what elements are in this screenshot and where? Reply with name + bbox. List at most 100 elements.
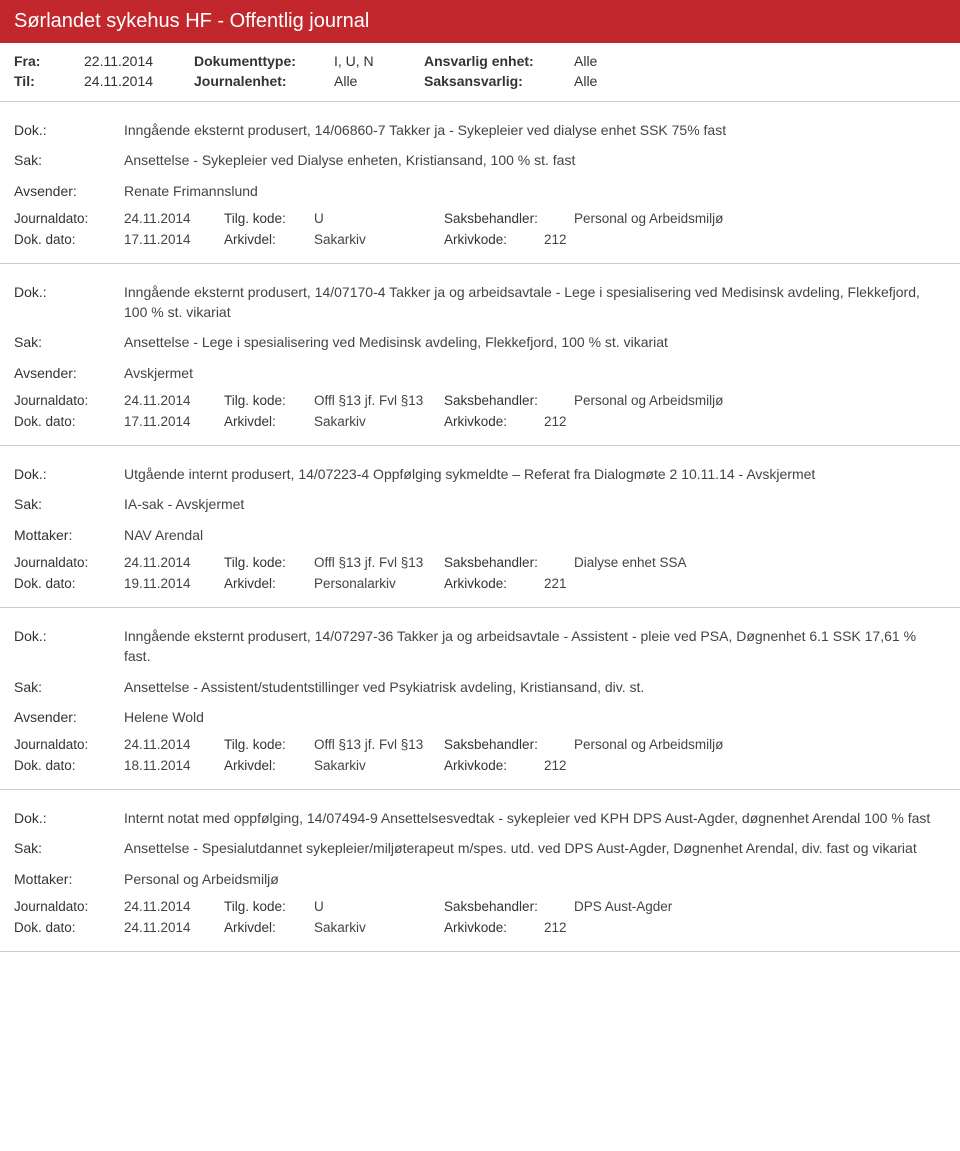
entry-dok-value: Internt notat med oppfølging, 14/07494-9…: [124, 808, 946, 828]
tilgkode-value: Offl §13 jf. Fvl §13: [314, 737, 444, 752]
journal-entry: Dok.:Inngående eksternt produsert, 14/06…: [0, 102, 960, 264]
entry-party-value: Avskjermet: [124, 363, 946, 383]
arkivdel-value: Sakarkiv: [314, 414, 444, 429]
arkivdel-label: Arkivdel:: [224, 414, 314, 429]
dokdato-label: Dok. dato:: [14, 576, 124, 591]
saksbehandler-value: Personal og Arbeidsmiljø: [574, 737, 946, 752]
entry-sak-label: Sak:: [14, 838, 124, 858]
saksbehandler-label: Saksbehandler:: [444, 555, 574, 570]
entry-dok-label: Dok.:: [14, 626, 124, 667]
meta-saksansv-value: Alle: [574, 73, 597, 89]
entry-detail-2: Dok. dato:17.11.2014Arkivdel:SakarkivArk…: [14, 232, 946, 247]
dokdato-label: Dok. dato:: [14, 758, 124, 773]
entry-party-label: Mottaker:: [14, 869, 124, 889]
arkivdel-label: Arkivdel:: [224, 920, 314, 935]
entry-sak-label: Sak:: [14, 332, 124, 352]
entry-dok-label: Dok.:: [14, 808, 124, 828]
entry-detail-1: Journaldato:24.11.2014Tilg. kode:Offl §1…: [14, 555, 946, 570]
entry-dok-label: Dok.:: [14, 464, 124, 484]
journal-entry: Dok.:Inngående eksternt produsert, 14/07…: [0, 608, 960, 790]
arkivdel-label: Arkivdel:: [224, 758, 314, 773]
entry-party-label: Mottaker:: [14, 525, 124, 545]
dokdato-label: Dok. dato:: [14, 920, 124, 935]
entry-dok-label: Dok.:: [14, 120, 124, 140]
meta-block: Fra: 22.11.2014 Dokumenttype: I, U, N An…: [0, 43, 960, 102]
arkivkode-value: 212: [544, 758, 624, 773]
tilgkode-label: Tilg. kode:: [224, 393, 314, 408]
tilgkode-value: U: [314, 211, 444, 226]
entry-party-value: NAV Arendal: [124, 525, 946, 545]
entry-dok-value: Utgående internt produsert, 14/07223-4 O…: [124, 464, 946, 484]
entry-detail-1: Journaldato:24.11.2014Tilg. kode:Offl §1…: [14, 737, 946, 752]
entry-detail-2: Dok. dato:17.11.2014Arkivdel:SakarkivArk…: [14, 414, 946, 429]
entry-party-row: Avsender:Renate Frimannslund: [14, 181, 946, 201]
arkivkode-value: 212: [544, 920, 624, 935]
arkivkode-value: 221: [544, 576, 624, 591]
entry-detail-2: Dok. dato:19.11.2014Arkivdel:Personalark…: [14, 576, 946, 591]
meta-til-label: Til:: [14, 73, 84, 89]
journaldato-value: 24.11.2014: [124, 393, 224, 408]
tilgkode-label: Tilg. kode:: [224, 211, 314, 226]
arkivdel-value: Sakarkiv: [314, 758, 444, 773]
entry-sak-value: Ansettelse - Spesialutdannet sykepleier/…: [124, 838, 946, 858]
arkivdel-label: Arkivdel:: [224, 576, 314, 591]
journal-entry: Dok.:Inngående eksternt produsert, 14/07…: [0, 264, 960, 446]
saksbehandler-label: Saksbehandler:: [444, 393, 574, 408]
arkivkode-label: Arkivkode:: [444, 414, 544, 429]
arkivdel-label: Arkivdel:: [224, 232, 314, 247]
meta-row-til: Til: 24.11.2014 Journalenhet: Alle Saksa…: [14, 73, 946, 89]
saksbehandler-value: DPS Aust-Agder: [574, 899, 946, 914]
entry-sak-row: Sak:Ansettelse - Sykepleier ved Dialyse …: [14, 150, 946, 170]
entry-sak-row: Sak:Ansettelse - Assistent/studentstilli…: [14, 677, 946, 697]
dokdato-label: Dok. dato:: [14, 414, 124, 429]
meta-journalenhet-value: Alle: [334, 73, 424, 89]
tilgkode-value: U: [314, 899, 444, 914]
arkivkode-label: Arkivkode:: [444, 232, 544, 247]
entry-party-value: Helene Wold: [124, 707, 946, 727]
entry-party-row: Avsender:Helene Wold: [14, 707, 946, 727]
entry-dok-value: Inngående eksternt produsert, 14/06860-7…: [124, 120, 946, 140]
entry-party-row: Mottaker:Personal og Arbeidsmiljø: [14, 869, 946, 889]
meta-row-fra: Fra: 22.11.2014 Dokumenttype: I, U, N An…: [14, 53, 946, 69]
journaldato-label: Journaldato:: [14, 899, 124, 914]
entry-dok-value: Inngående eksternt produsert, 14/07297-3…: [124, 626, 946, 667]
dokdato-value: 17.11.2014: [124, 232, 224, 247]
journaldato-label: Journaldato:: [14, 737, 124, 752]
saksbehandler-label: Saksbehandler:: [444, 211, 574, 226]
entry-sak-value: Ansettelse - Lege i spesialisering ved M…: [124, 332, 946, 352]
journaldato-label: Journaldato:: [14, 555, 124, 570]
tilgkode-label: Tilg. kode:: [224, 899, 314, 914]
entry-sak-label: Sak:: [14, 677, 124, 697]
arkivkode-label: Arkivkode:: [444, 576, 544, 591]
arkivkode-label: Arkivkode:: [444, 758, 544, 773]
entry-sak-row: Sak:Ansettelse - Spesialutdannet sykeple…: [14, 838, 946, 858]
entry-party-row: Avsender:Avskjermet: [14, 363, 946, 383]
entry-detail-2: Dok. dato:18.11.2014Arkivdel:SakarkivArk…: [14, 758, 946, 773]
entry-dok-row: Dok.:Inngående eksternt produsert, 14/06…: [14, 120, 946, 140]
tilgkode-value: Offl §13 jf. Fvl §13: [314, 393, 444, 408]
entry-dok-value: Inngående eksternt produsert, 14/07170-4…: [124, 282, 946, 323]
journaldato-value: 24.11.2014: [124, 899, 224, 914]
entry-detail-1: Journaldato:24.11.2014Tilg. kode:USaksbe…: [14, 211, 946, 226]
arkivdel-value: Sakarkiv: [314, 920, 444, 935]
dokdato-value: 18.11.2014: [124, 758, 224, 773]
saksbehandler-value: Personal og Arbeidsmiljø: [574, 393, 946, 408]
page-title: Sørlandet sykehus HF - Offentlig journal: [14, 10, 369, 32]
journaldato-value: 24.11.2014: [124, 555, 224, 570]
meta-journalenhet-label: Journalenhet:: [194, 73, 334, 89]
meta-fra-value: 22.11.2014: [84, 53, 194, 69]
entries-container: Dok.:Inngående eksternt produsert, 14/06…: [0, 102, 960, 952]
entry-sak-value: IA-sak - Avskjermet: [124, 494, 946, 514]
entry-party-value: Renate Frimannslund: [124, 181, 946, 201]
tilgkode-value: Offl §13 jf. Fvl §13: [314, 555, 444, 570]
page-header: Sørlandet sykehus HF - Offentlig journal: [0, 0, 960, 43]
meta-ansvenhet-label: Ansvarlig enhet:: [424, 53, 574, 69]
entry-dok-row: Dok.:Utgående internt produsert, 14/0722…: [14, 464, 946, 484]
arkivkode-label: Arkivkode:: [444, 920, 544, 935]
entry-detail-1: Journaldato:24.11.2014Tilg. kode:Offl §1…: [14, 393, 946, 408]
arkivdel-value: Personalarkiv: [314, 576, 444, 591]
entry-detail-1: Journaldato:24.11.2014Tilg. kode:USaksbe…: [14, 899, 946, 914]
journaldato-value: 24.11.2014: [124, 737, 224, 752]
journaldato-value: 24.11.2014: [124, 211, 224, 226]
entry-dok-row: Dok.:Inngående eksternt produsert, 14/07…: [14, 626, 946, 667]
